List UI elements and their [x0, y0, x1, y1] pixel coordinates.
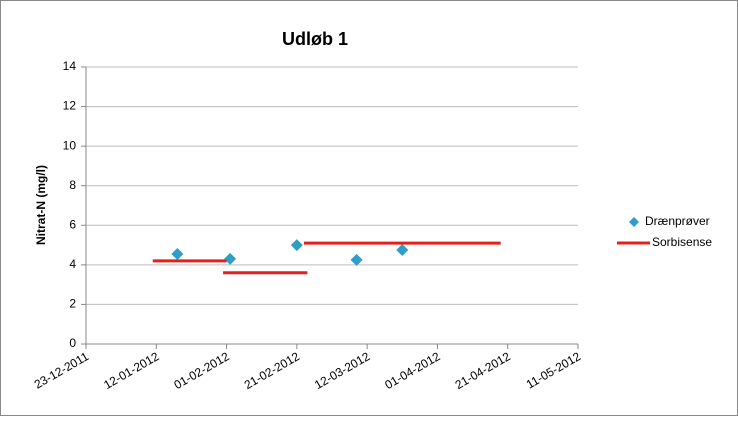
y-axis-label: Nitrat-N (mg/l): [34, 165, 48, 245]
legend-marker: [629, 217, 639, 227]
y-tick-label: 12: [63, 99, 77, 113]
y-tick-label: 6: [69, 217, 76, 231]
y-tick-label: 14: [63, 59, 77, 73]
data-point: [396, 244, 409, 257]
legend-label: Drænprøver: [645, 214, 710, 228]
y-tick-label: 4: [69, 257, 76, 271]
data-line: [152, 241, 501, 275]
y-tick-label: 10: [63, 138, 77, 152]
data-point: [350, 253, 363, 266]
y-tick-label: 0: [69, 336, 76, 350]
chart-title: Udløb 1: [282, 29, 348, 49]
data-point: [171, 247, 184, 260]
data-point: [290, 239, 303, 252]
legend-label: Sorbisense: [652, 235, 712, 249]
y-tick-label: 8: [69, 178, 76, 192]
data-point: [224, 252, 237, 265]
y-tick-label: 2: [69, 297, 76, 311]
